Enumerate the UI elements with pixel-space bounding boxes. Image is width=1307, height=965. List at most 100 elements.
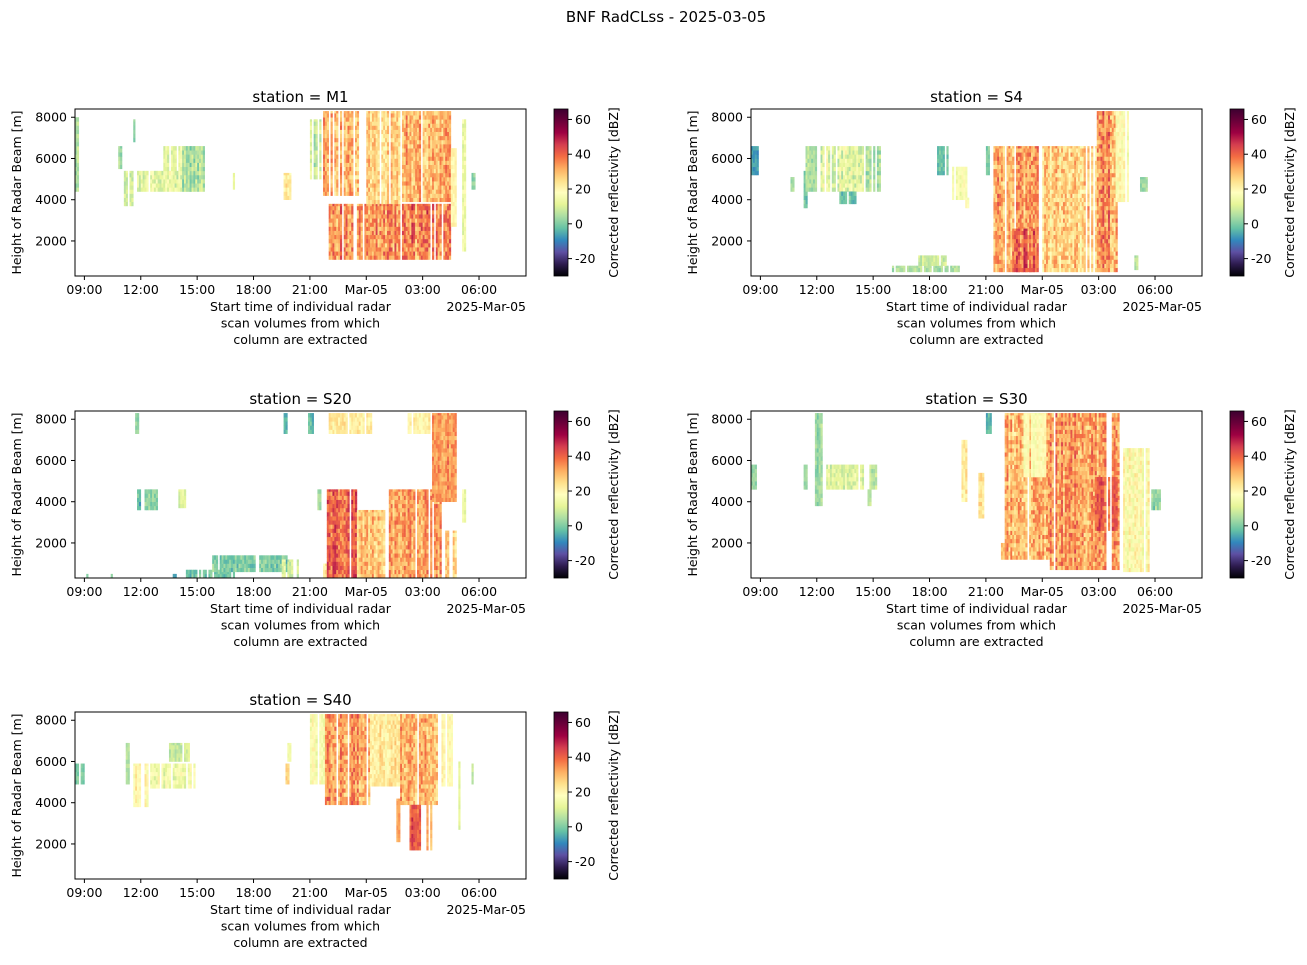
heatmap-cell <box>1057 164 1060 170</box>
heatmap-cell <box>396 162 399 168</box>
heatmap-cell <box>1032 259 1036 264</box>
heatmap-cell <box>1087 181 1090 186</box>
heatmap-cell <box>873 162 876 168</box>
heatmap-cell <box>373 199 376 205</box>
heatmap-cell <box>445 127 448 132</box>
heatmap-cell <box>1087 230 1090 236</box>
heatmap-cell <box>811 174 814 180</box>
heatmap-cell <box>356 129 360 135</box>
heatmap-cell <box>1061 168 1064 174</box>
heatmap-cell <box>1015 247 1019 252</box>
heatmap-cell <box>1083 218 1086 223</box>
heatmap-cell <box>756 154 759 159</box>
heatmap-cell <box>351 137 354 143</box>
heatmap-cell <box>189 183 192 188</box>
heatmap-block-15 <box>993 146 1039 273</box>
heatmap-cell <box>336 222 339 227</box>
heatmap-cell <box>347 125 350 130</box>
heatmap-cell <box>313 125 316 130</box>
heatmap-cell <box>848 187 851 192</box>
heatmap-cell <box>334 174 337 180</box>
heatmap-cell <box>373 251 376 256</box>
heatmap-cell <box>999 164 1002 170</box>
heatmap-cell <box>324 179 328 184</box>
colorbar-label: Corrected reflectivity [dBZ] <box>606 107 621 278</box>
heatmap-cell <box>401 234 405 240</box>
heatmap-cell <box>1074 210 1077 215</box>
heatmap-cell <box>339 187 343 192</box>
heatmap-cell <box>859 166 863 172</box>
heatmap-block-14 <box>985 146 990 176</box>
heatmap-cell <box>922 257 925 262</box>
heatmap-cell <box>413 164 416 170</box>
heatmap-cell <box>1006 226 1009 231</box>
heatmap-cell <box>443 135 446 141</box>
heatmap-cell <box>1094 263 1098 269</box>
heatmap-cell <box>1059 168 1062 174</box>
heatmap-cell <box>1049 226 1052 231</box>
heatmap-cell <box>452 152 455 157</box>
heatmap-cell <box>417 214 420 219</box>
heatmap-cell <box>413 160 416 165</box>
heatmap-cell <box>937 267 940 273</box>
heatmap-cell <box>285 172 288 176</box>
heatmap-cell <box>1059 181 1062 186</box>
heatmap-cell <box>366 158 369 163</box>
heatmap-cell <box>1057 197 1060 203</box>
heatmap-cell <box>848 179 851 184</box>
heatmap-cell <box>199 187 202 192</box>
heatmap-cell <box>462 238 465 244</box>
heatmap-cell <box>370 243 373 248</box>
heatmap-cell <box>415 243 418 248</box>
heatmap-cell <box>1025 146 1028 149</box>
heatmap-cell <box>848 162 851 168</box>
heatmap-cell <box>343 210 346 215</box>
heatmap-cell <box>752 166 756 172</box>
heatmap-cell <box>445 144 448 149</box>
heatmap-cell <box>157 170 160 176</box>
heatmap-cell <box>1066 247 1069 252</box>
heatmap-cell <box>413 131 416 137</box>
heatmap-cell <box>1044 197 1047 203</box>
heatmap-cell <box>366 162 369 168</box>
heatmap-cell <box>1059 193 1062 198</box>
heatmap-cell <box>413 177 416 182</box>
heatmap-cell <box>831 166 834 172</box>
heatmap-cell <box>931 257 934 262</box>
heatmap-cell <box>401 222 405 227</box>
heatmap-cell <box>323 146 326 151</box>
heatmap-cell <box>390 243 393 248</box>
heatmap-cell <box>401 205 405 211</box>
heatmap-cell <box>935 265 938 269</box>
heatmap-cell <box>334 141 337 147</box>
heatmap-cell <box>379 210 382 215</box>
heatmap-cell <box>426 135 429 141</box>
heatmap-cell <box>1006 160 1009 165</box>
heatmap-cell <box>447 152 450 157</box>
heatmap-cell <box>841 199 844 205</box>
heatmap-cell <box>417 172 420 178</box>
heatmap-cell <box>1036 251 1039 256</box>
heatmap-cell <box>439 238 442 244</box>
heatmap-cell <box>1025 267 1028 273</box>
heatmap-cell <box>131 201 134 207</box>
heatmap-cell <box>432 156 435 161</box>
heatmap-cell <box>411 177 414 182</box>
heatmap-cell <box>1079 226 1083 231</box>
heatmap-cell <box>336 183 339 188</box>
heatmap-cell <box>420 205 423 211</box>
heatmap-cell <box>1074 205 1077 211</box>
heatmap-cell <box>811 187 814 192</box>
heatmap-cell <box>1047 148 1051 153</box>
heatmap-cell <box>379 243 382 248</box>
heatmap-cell <box>865 187 868 192</box>
heatmap-cell <box>356 214 360 219</box>
heatmap-cell <box>407 131 410 137</box>
heatmap-cell <box>415 193 418 198</box>
heatmap-cell <box>923 265 927 269</box>
heatmap-cell <box>343 111 346 114</box>
heatmap-cell <box>833 170 836 176</box>
heatmap-cell <box>413 119 416 124</box>
heatmap-cell <box>371 238 375 244</box>
heatmap-cell <box>426 230 429 236</box>
